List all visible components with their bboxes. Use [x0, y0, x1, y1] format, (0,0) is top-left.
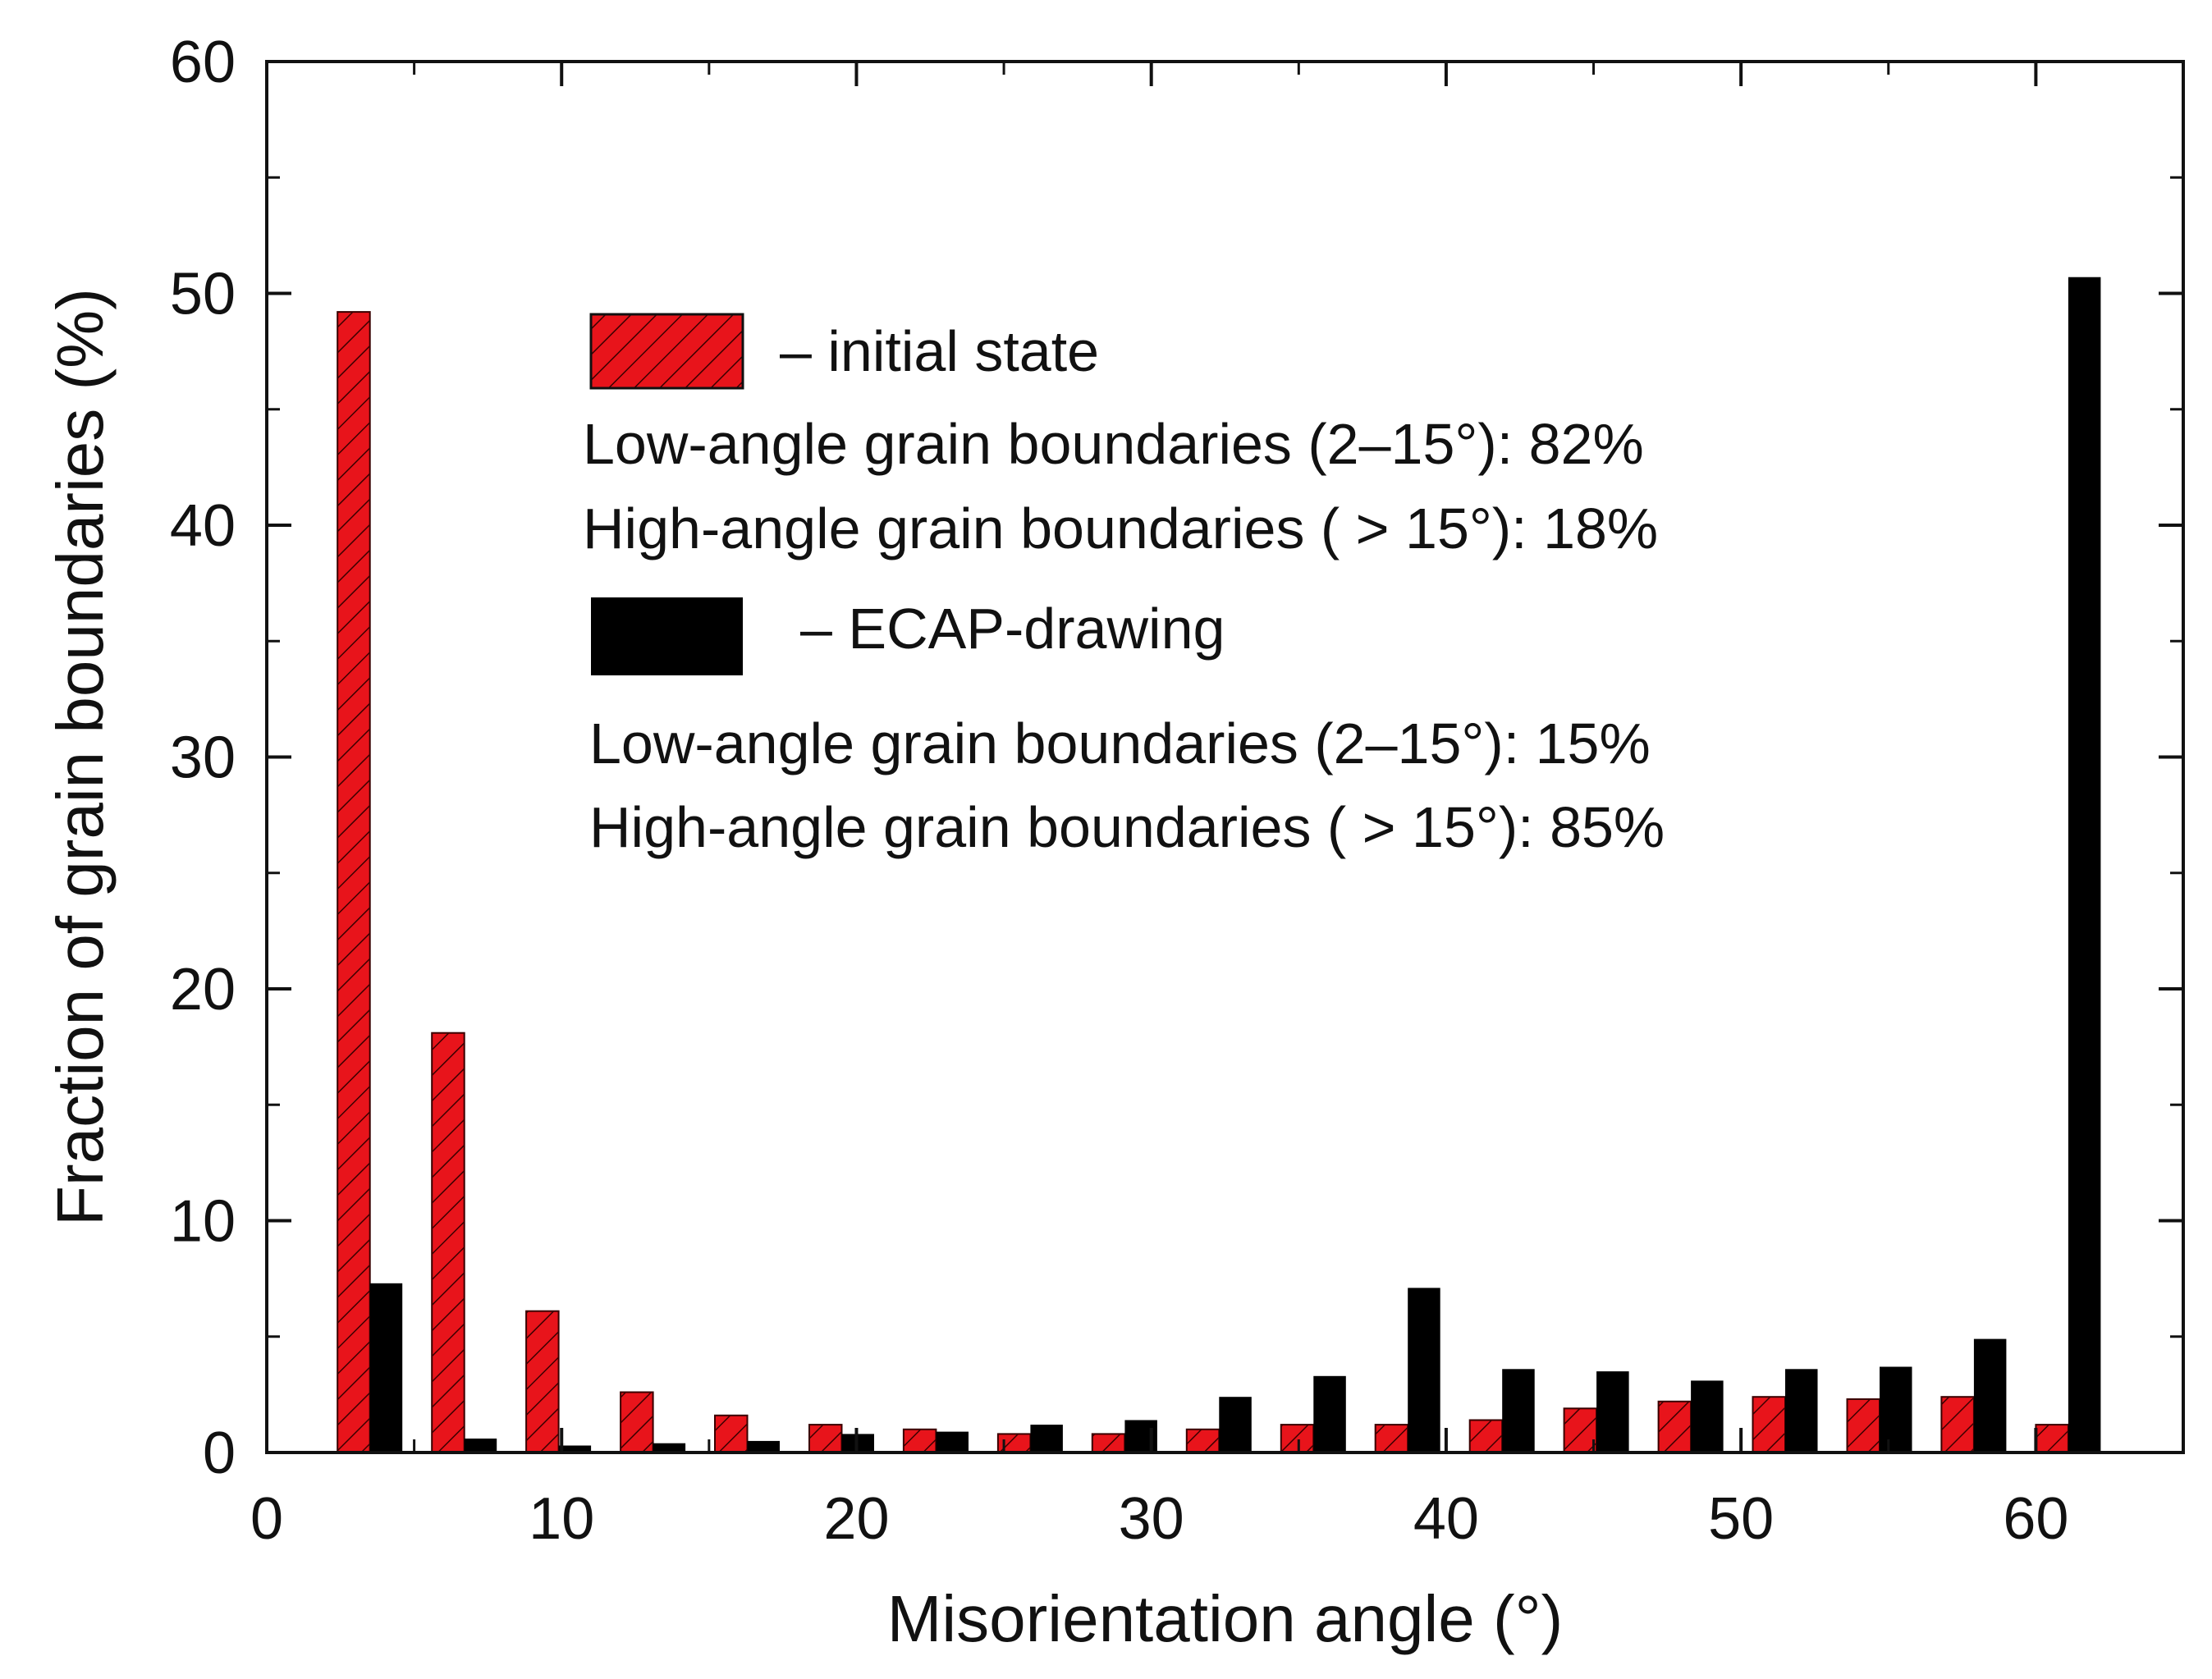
bar-initial-state-8: [1091, 1433, 1126, 1454]
legend-label-ecap-drawing: – ECAP-drawing: [800, 597, 1225, 661]
bar-ecap-drawing-10: [1313, 1375, 1346, 1453]
bar-ecap-drawing-3: [653, 1443, 686, 1453]
bar-ecap-drawing-17: [1973, 1338, 2007, 1453]
y-tick-label-20: 20: [170, 957, 236, 1022]
y-tick-label-10: 10: [170, 1189, 236, 1255]
bar-ecap-drawing-13: [1596, 1371, 1629, 1453]
bar-initial-state-17: [1940, 1396, 1975, 1453]
y-tick-label-0: 0: [203, 1421, 236, 1486]
bar-initial-state-18: [2035, 1424, 2069, 1453]
bar-ecap-drawing-11: [1408, 1288, 1440, 1453]
bar-ecap-drawing-0: [369, 1283, 403, 1453]
x-tick-label-20: 20: [823, 1486, 889, 1552]
bar-ecap-drawing-16: [1880, 1366, 1912, 1453]
y-tick-label-60: 60: [170, 30, 236, 95]
x-tick-label-40: 40: [1413, 1486, 1479, 1552]
legend-swatch-ecap-drawing: [591, 597, 743, 675]
legend-label-initial-state: – initial state: [780, 319, 1099, 383]
y-tick-label-40: 40: [170, 493, 236, 559]
bar-initial-state-2: [525, 1310, 560, 1453]
y-axis-label: Fraction of grain boundaries (%): [44, 288, 117, 1226]
bars-group: [337, 277, 2101, 1454]
bar-initial-state-12: [1468, 1419, 1504, 1453]
bar-ecap-drawing-7: [1030, 1425, 1063, 1453]
x-tick-label-50: 50: [1708, 1486, 1774, 1552]
bar-ecap-drawing-14: [1691, 1380, 1724, 1453]
legend-ecap-high-angle-text: High-angle grain boundaries ( > 15°): 85…: [589, 795, 1665, 859]
bar-initial-state-16: [1846, 1398, 1880, 1453]
bar-initial-state-11: [1374, 1424, 1409, 1453]
legend-ecap-low-angle-text: Low-angle grain boundaries (2–15°): 15%: [589, 711, 1651, 775]
bar-ecap-drawing-18: [2068, 277, 2101, 1453]
legend-swatch-initial-state: [589, 313, 744, 390]
x-tick-label-60: 60: [2003, 1486, 2068, 1552]
y-tick-label-50: 50: [170, 262, 236, 327]
legend: – initial state Low-angle grain boundari…: [583, 313, 1665, 859]
bar-initial-state-9: [1185, 1428, 1220, 1454]
bar-ecap-drawing-2: [558, 1445, 592, 1453]
bar-ecap-drawing-15: [1785, 1369, 1818, 1453]
bar-initial-state-1: [431, 1032, 465, 1453]
bar-ecap-drawing-9: [1219, 1397, 1252, 1453]
bar-initial-state-14: [1657, 1400, 1692, 1454]
bar-initial-state-0: [337, 311, 371, 1454]
bar-initial-state-15: [1752, 1396, 1786, 1453]
x-tick-label-30: 30: [1119, 1486, 1184, 1552]
bar-initial-state-6: [902, 1428, 937, 1454]
x-axis-label: Misorientation angle (°): [887, 1582, 1563, 1655]
bar-initial-state-5: [808, 1424, 843, 1453]
legend-initial-high-angle-text: High-angle grain boundaries ( > 15°): 18…: [583, 496, 1658, 560]
axis-ticks: 0 10 20 30 40 50 60 0 10 20 30 40 50 60: [170, 30, 2183, 1552]
x-tick-label-10: 10: [529, 1486, 594, 1552]
bar-initial-state-3: [620, 1391, 654, 1453]
bar-initial-state-13: [1563, 1407, 1598, 1454]
bar-ecap-drawing-6: [936, 1431, 969, 1453]
bar-initial-state-10: [1280, 1424, 1315, 1453]
bar-ecap-drawing-1: [464, 1439, 497, 1453]
legend-initial-low-angle-text: Low-angle grain boundaries (2–15°): 82%: [583, 412, 1644, 476]
bar-ecap-drawing-4: [747, 1440, 780, 1453]
x-tick-label-0: 0: [250, 1486, 283, 1552]
bar-initial-state-4: [714, 1414, 749, 1454]
y-tick-label-30: 30: [170, 725, 236, 791]
bar-ecap-drawing-12: [1502, 1369, 1535, 1453]
